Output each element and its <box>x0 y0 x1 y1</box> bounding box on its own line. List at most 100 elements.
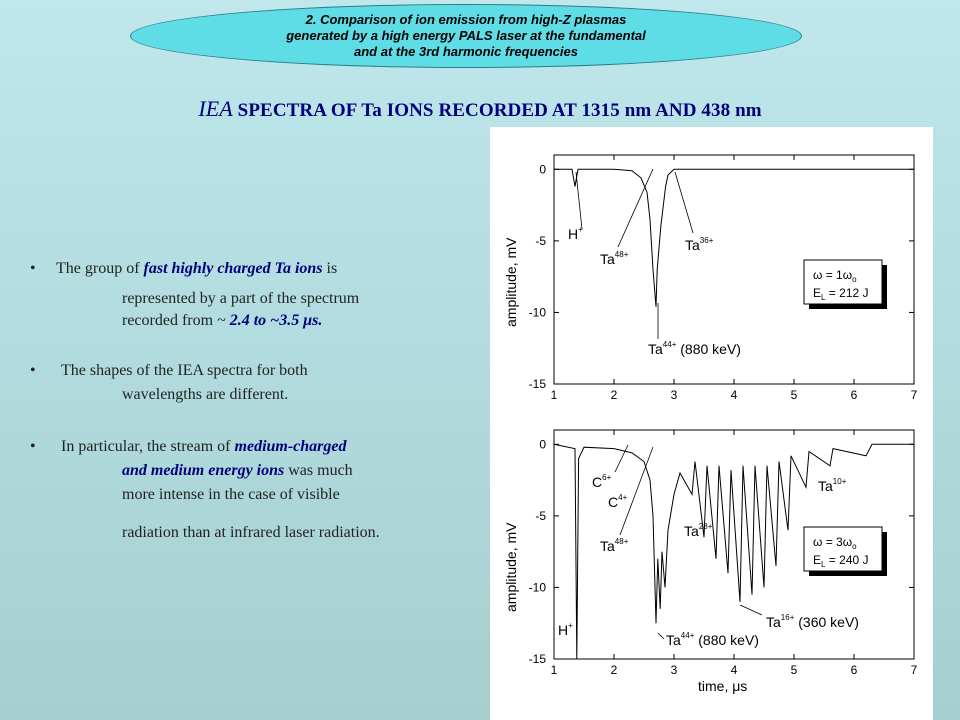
y-tick-label: -5 <box>535 509 546 523</box>
bottom-ann-c6-sup: 6+ <box>602 473 611 482</box>
bullet-1-line-3: recorded from ~ 2.4 to ~3.5 μs. <box>122 312 322 330</box>
top-legend-omega-sub: o <box>852 275 857 284</box>
top-tick-labels: 1 2 3 4 5 6 7 0 -5 -10 -15 <box>529 162 918 402</box>
bottom-ann-c4-sup: 4+ <box>618 493 627 502</box>
bottom-ann-ta44-sup: 44+ <box>681 631 695 640</box>
x-tick-label: 2 <box>611 388 618 402</box>
x-tick-label: 2 <box>611 663 618 677</box>
bottom-legend-line-1: ω = 3ωo <box>813 535 857 551</box>
bottom-ann-c6-base: C <box>592 474 602 490</box>
bottom-ann-c6-pointer <box>614 444 629 473</box>
bullet-3-line-3: more intense in the case of visible <box>122 486 340 503</box>
bottom-ann-ta28: Ta28+ <box>684 522 713 539</box>
y-tick-label: -10 <box>529 580 547 594</box>
bullet-3-line-2: and medium energy ions was much <box>122 462 353 480</box>
x-tick-label: 3 <box>671 388 678 402</box>
top-series <box>554 168 914 307</box>
bottom-x-axis-label: time, μs <box>698 678 747 694</box>
bullet-3-text-d: was much <box>284 462 353 479</box>
spectrum-line <box>554 168 914 307</box>
top-legend-e: E <box>813 286 821 300</box>
top-legend-box: ω = 1ωo EL = 212 J <box>803 259 887 309</box>
title-rest: SPECTRA OF Ta IONS RECORDED AT 1315 nm A… <box>232 100 762 121</box>
section-banner: 2. Comparison of ion emission from high-… <box>130 4 802 68</box>
bottom-legend-e-sub: L <box>821 560 826 569</box>
bottom-legend-e: E <box>813 553 821 567</box>
bottom-ann-ta28-sup: 28+ <box>699 522 713 531</box>
top-legend-omega: ω = 1ω <box>813 268 852 282</box>
chart-panel-bottom: 1 2 3 4 5 6 70-5-10-15 amplitude, mV time, μs … <box>503 429 918 694</box>
x-tick-label: 3 <box>671 663 678 677</box>
top-ann-ta48-pointer <box>617 168 654 248</box>
top-ann-ta44-base: Ta <box>648 341 663 357</box>
bullet-1-text-a: The group of <box>56 260 144 277</box>
top-ann-ta36-sup: 36+ <box>700 236 714 245</box>
top-y-axis-label: amplitude, mV <box>503 237 519 327</box>
top-legend-line-1: ω = 1ωo <box>813 268 857 284</box>
top-annotations: H+ Ta48+ Ta36+ Ta44+ (880 keV) <box>568 168 741 357</box>
bullet-1-text-c: is <box>322 260 338 277</box>
slide-title: IEA SPECTRA OF Ta IONS RECORDED AT 1315 … <box>0 96 960 122</box>
top-legend-e-sub: L <box>821 293 826 302</box>
bottom-y-axis-label: amplitude, mV <box>503 522 519 612</box>
top-ann-ta44-tail: (880 keV) <box>676 341 741 357</box>
title-prefix: IEA <box>198 96 233 121</box>
x-tick-label: 7 <box>911 388 918 402</box>
x-tick-label: 6 <box>851 663 858 677</box>
bullet-1-line-1: The group of fast highly charged Ta ions… <box>56 260 337 278</box>
top-ann-h-sup: + <box>578 225 583 234</box>
bottom-ann-h-sup: + <box>568 621 573 630</box>
bottom-ann-ta10-sup: 10+ <box>833 477 847 486</box>
bottom-legend-box: ω = 3ωo EL = 240 J <box>803 526 887 576</box>
bottom-legend-frame <box>803 526 883 572</box>
bullet-3-line-4: radiation than at infrared laser radiati… <box>122 524 380 541</box>
bottom-ann-c6: C6+ <box>592 473 612 490</box>
bullet-2-line-2: wavelengths are different. <box>122 386 289 403</box>
bullet-2-line-1: The shapes of the IEA spectra for both <box>61 362 308 379</box>
bottom-ann-c4: C4+ <box>608 493 628 510</box>
bullet-3-line-1: In particular, the stream of medium-char… <box>61 438 347 456</box>
y-tick-label: 0 <box>539 162 546 176</box>
bottom-ann-c4-base: C <box>608 494 618 510</box>
x-tick-label: 5 <box>791 663 798 677</box>
bottom-ann-ta44: Ta44+ (880 keV) <box>666 631 759 648</box>
bottom-ann-ta16-pointer <box>739 604 763 616</box>
x-tick-label: 5 <box>791 388 798 402</box>
bottom-ann-h: H+ <box>558 621 573 638</box>
bullet-dot-3: • <box>30 438 36 455</box>
bullet-1-range: 2.4 to ~3.5 μs. <box>229 312 323 329</box>
bottom-series <box>553 443 914 660</box>
top-ann-ta48-sup: 48+ <box>615 250 629 259</box>
bottom-ann-ta48-sup: 48+ <box>615 537 629 546</box>
bottom-ann-ta16: Ta16+ (360 keV) <box>766 613 859 630</box>
bottom-ann-ta48-pointer <box>619 446 654 536</box>
bottom-legend-omega-sub: o <box>852 542 857 551</box>
top-ann-ta48: Ta48+ <box>600 250 629 267</box>
top-ann-h: H+ <box>568 225 583 242</box>
x-tick-label: 1 <box>551 663 558 677</box>
bottom-ann-ta44-tail: (880 keV) <box>694 632 759 648</box>
spectra-figure: 1 2 3 4 5 6 7 0 -5 -10 -15 amplitude, mV ω = 1ωo E… <box>490 127 933 720</box>
y-tick-label: -15 <box>529 377 547 391</box>
bottom-legend-omega: ω = 3ω <box>813 535 852 549</box>
top-ann-ta44: Ta44+ (880 keV) <box>648 340 741 357</box>
bottom-ann-h-base: H <box>558 622 568 638</box>
bottom-ann-ta16-sup: 16+ <box>781 613 795 622</box>
y-tick-label: 0 <box>539 437 546 451</box>
top-ann-h-base: H <box>568 226 578 242</box>
bottom-ann-ta44-base: Ta <box>666 632 681 648</box>
y-tick-label: -15 <box>529 652 547 666</box>
top-ann-ta36-pointer <box>674 171 694 234</box>
top-legend-frame <box>803 259 883 305</box>
chart-panel-top: 1 2 3 4 5 6 7 0 -5 -10 -15 amplitude, mV ω = 1ωo E… <box>503 154 918 402</box>
bullet-1-text-e: recorded from ~ <box>122 312 230 329</box>
bullet-3-text-a: In particular, the stream of <box>61 438 235 455</box>
top-ann-h-pointer <box>575 171 583 230</box>
top-ann-ta36-base: Ta <box>685 237 700 253</box>
y-tick-label: -10 <box>529 305 547 319</box>
bottom-ann-ta44-pointer <box>657 632 665 640</box>
top-legend-line-2: EL = 212 J <box>813 286 869 302</box>
bottom-ann-ta48: Ta48+ <box>600 537 629 554</box>
x-tick-label: 4 <box>731 388 738 402</box>
bottom-ann-ta48-base: Ta <box>600 538 615 554</box>
